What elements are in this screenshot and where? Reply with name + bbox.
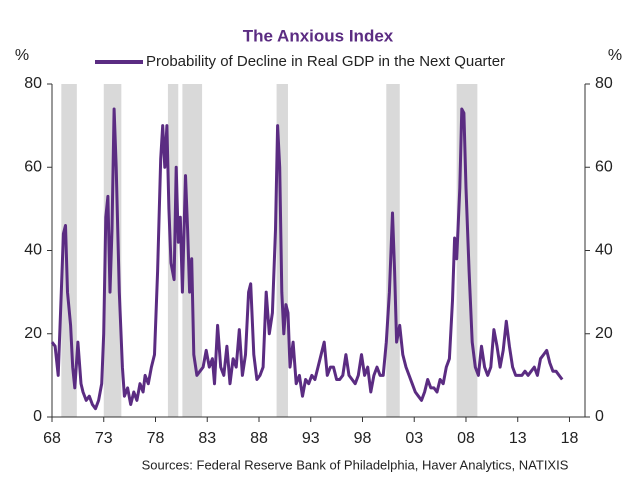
- y-axis-label: %: [15, 47, 29, 64]
- y2-tick-label: 40: [595, 242, 613, 259]
- source-note: Sources: Federal Reserve Bank of Philade…: [142, 457, 569, 472]
- x-tick-label: 08: [457, 430, 475, 447]
- y2-axis-label: %: [608, 47, 622, 64]
- x-tick-label: 88: [250, 430, 268, 447]
- recession-band: [61, 84, 77, 417]
- x-tick-label: 98: [354, 430, 372, 447]
- x-tick-label: 18: [561, 430, 579, 447]
- y2-tick-label: 60: [595, 158, 613, 175]
- x-tick-label: 13: [509, 430, 527, 447]
- y2-tick-label: 0: [595, 408, 604, 425]
- x-tick-label: 03: [405, 430, 423, 447]
- y-tick-label: 80: [24, 75, 42, 92]
- x-tick-label: 93: [302, 430, 320, 447]
- y-tick-label: 60: [24, 158, 42, 175]
- legend-label: Probability of Decline in Real GDP in th…: [146, 53, 505, 70]
- data-line: [50, 107, 564, 411]
- recession-band: [167, 84, 179, 417]
- y-tick-label: 20: [24, 325, 42, 342]
- x-tick-label: 83: [198, 430, 216, 447]
- recession-band: [182, 84, 203, 417]
- x-tick-label: 73: [95, 430, 113, 447]
- x-tick-label: 78: [147, 430, 165, 447]
- y2-tick-label: 80: [595, 75, 613, 92]
- y-tick-label: 0: [33, 408, 42, 425]
- y2-tick-label: 20: [595, 325, 613, 342]
- y-tick-label: 40: [24, 242, 42, 259]
- chart-title: The Anxious Index: [243, 26, 394, 45]
- x-tick-label: 68: [43, 430, 61, 447]
